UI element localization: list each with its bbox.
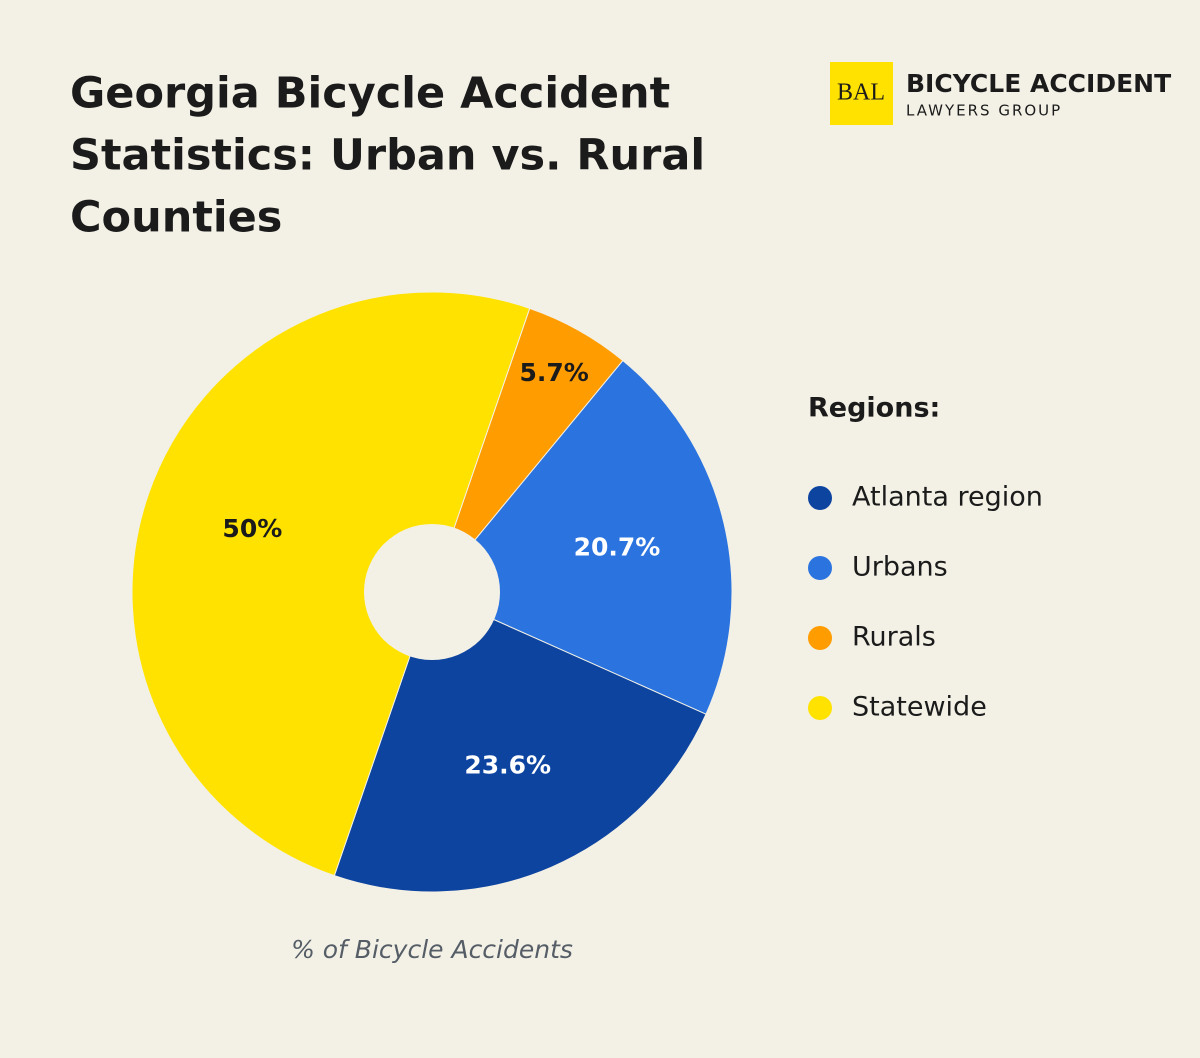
- data-label: 20.7%: [574, 533, 661, 562]
- brand-name: BICYCLE ACCIDENT: [906, 69, 1171, 98]
- title-line: Counties: [70, 193, 282, 243]
- data-label: 5.7%: [520, 358, 589, 387]
- pie-slice: [431, 359, 733, 715]
- donut-hole: [364, 524, 500, 660]
- logo-mark: BAL: [837, 80, 885, 106]
- legend-swatch: [808, 696, 832, 720]
- logo-box: [830, 62, 893, 125]
- title-line: Statistics: Urban vs. Rural: [70, 131, 705, 181]
- legend-label: Atlanta region: [852, 482, 1043, 513]
- legend-label: Urbans: [852, 552, 948, 583]
- data-label: 50%: [222, 514, 282, 543]
- caption: % of Bicycle Accidents: [291, 935, 573, 964]
- legend-title: Regions:: [808, 393, 940, 424]
- legend-label: Statewide: [852, 692, 987, 723]
- title-line: Georgia Bicycle Accident: [70, 69, 670, 119]
- legend-swatch: [808, 486, 832, 510]
- brand-tagline: LAWYERS GROUP: [906, 102, 1062, 120]
- legend-swatch: [808, 626, 832, 650]
- pie-slice: [333, 591, 707, 893]
- data-label: 23.6%: [464, 750, 551, 779]
- legend-swatch: [808, 556, 832, 580]
- legend-label: Rurals: [852, 622, 936, 653]
- title: Georgia Bicycle Accident Statistics: Urb…: [70, 69, 705, 243]
- pie-slice: [131, 291, 531, 877]
